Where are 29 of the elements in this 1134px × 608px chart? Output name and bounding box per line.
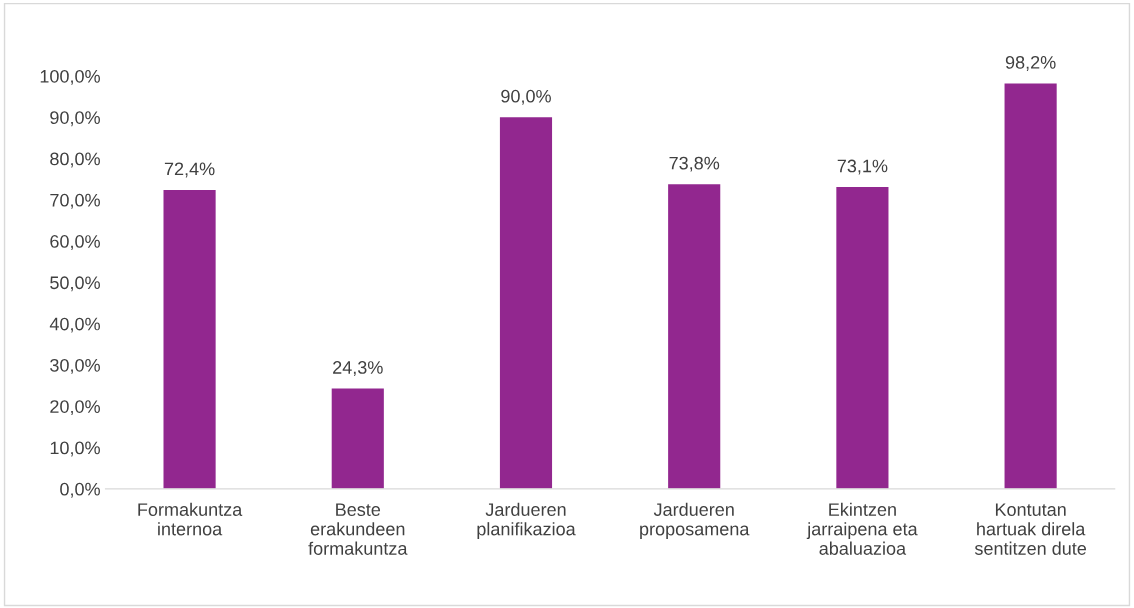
x-tick-label: Ekintzen jarraipena eta abaluazioa [806, 502, 918, 555]
data-label: 98,2% [1005, 55, 1056, 71]
y-tick-label: 0,0% [60, 482, 100, 498]
y-tick-label: 30,0% [50, 358, 100, 374]
bar [1004, 83, 1057, 489]
y-tick-label: 100,0% [40, 69, 100, 85]
y-tick-label: 50,0% [50, 276, 100, 292]
bar [836, 187, 889, 489]
data-label: 90,0% [501, 89, 551, 105]
y-tick-label: 10,0% [50, 441, 100, 457]
x-tick-label: Formakuntza internoa [138, 502, 243, 536]
x-tick-label: Jardueren proposamena [640, 502, 750, 539]
y-tick-label: 90,0% [50, 111, 100, 127]
data-label: 73,8% [669, 156, 720, 172]
bar [668, 184, 721, 489]
y-tick-label: 40,0% [49, 317, 100, 333]
bar [331, 388, 384, 489]
x-tick-label: Jardueren planifikazioa [477, 502, 576, 539]
bar [163, 189, 216, 489]
x-tick-label: Kontutan hartuak direla sentitzen dute [974, 503, 1087, 555]
y-tick-label: 60,0% [50, 235, 100, 250]
y-tick-label: 80,0% [50, 152, 100, 168]
y-tick-label: 70,0% [50, 193, 100, 209]
data-label: 73,1% [837, 159, 888, 175]
data-label: 72,4% [164, 162, 215, 178]
bar [499, 117, 553, 489]
data-label: 24,3% [333, 361, 383, 376]
y-tick-label: 20,0% [50, 400, 100, 416]
x-tick-label: Beste erakundeen formakuntza [308, 503, 408, 555]
